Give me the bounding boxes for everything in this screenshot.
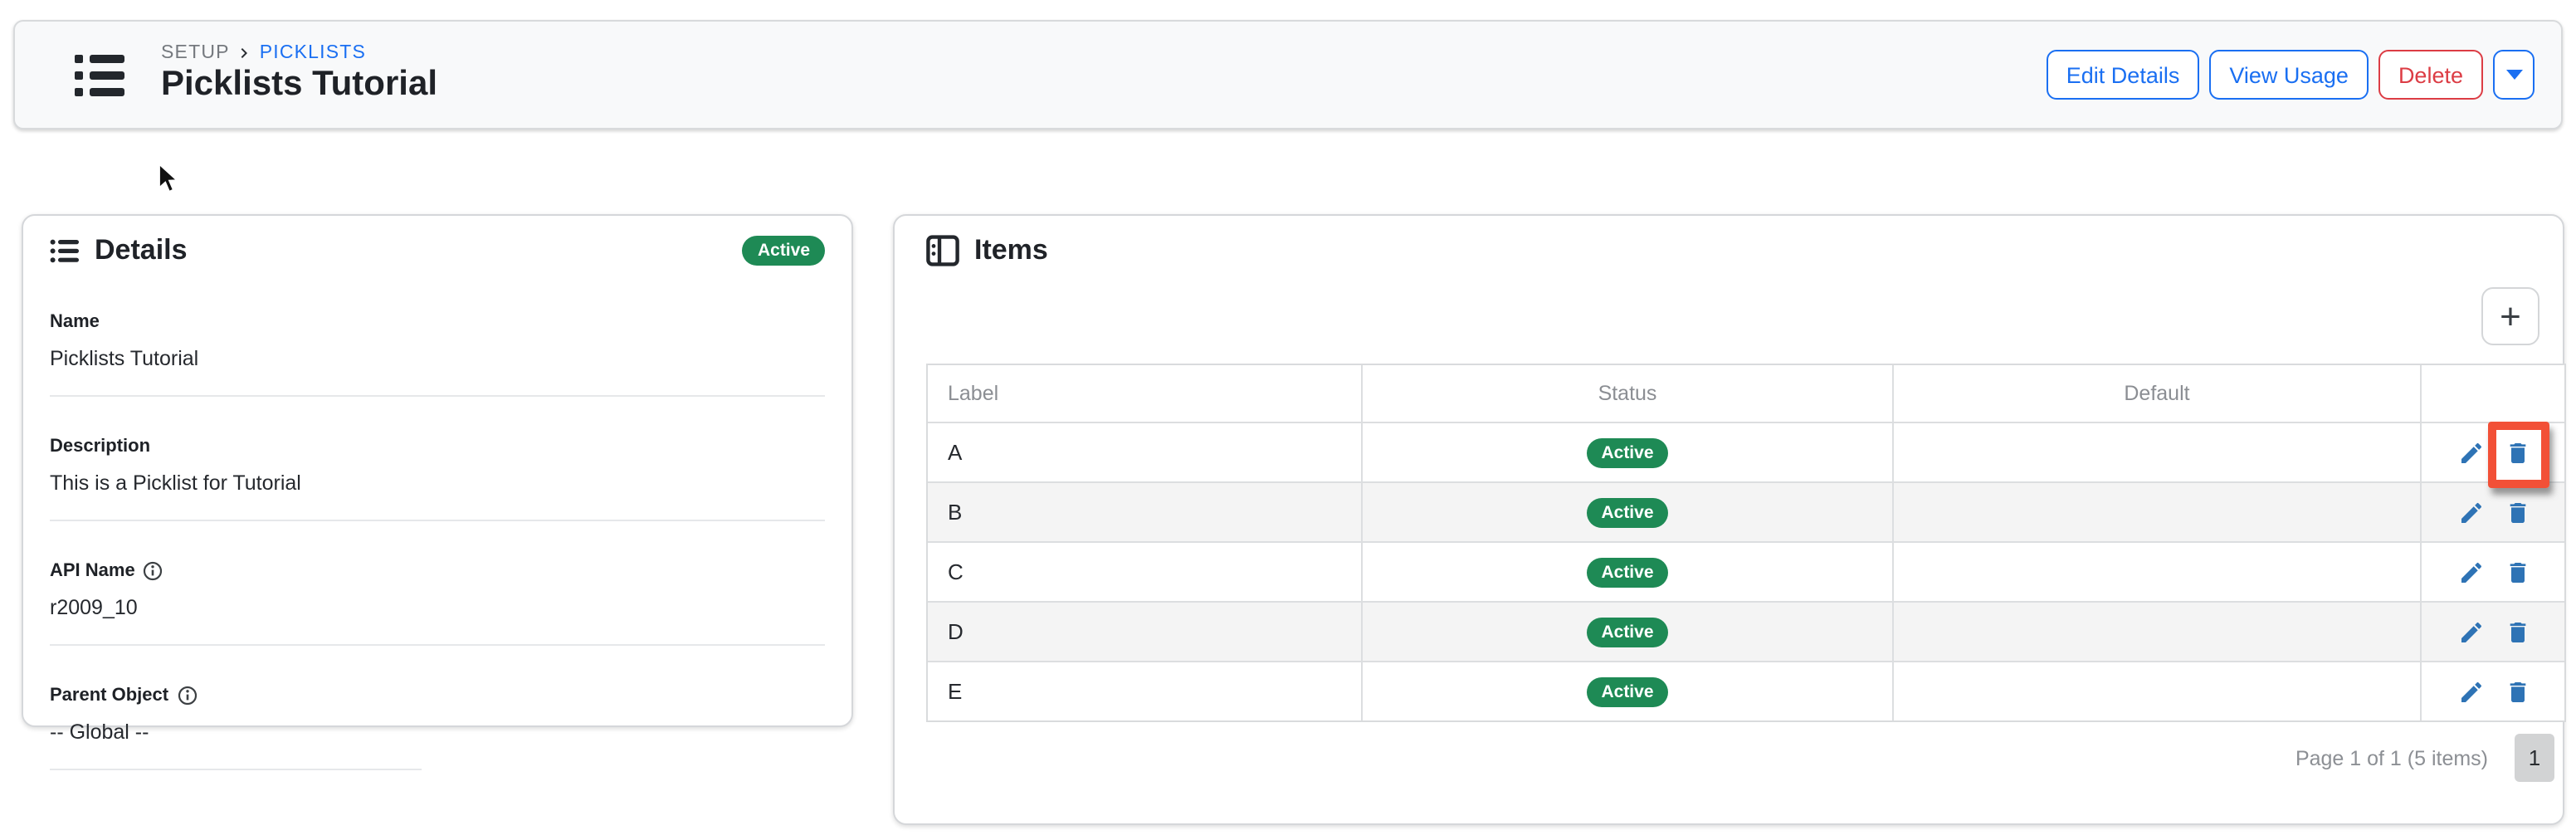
status-badge: Active bbox=[742, 236, 825, 266]
field-name-label: Name bbox=[50, 311, 100, 331]
edit-item-button[interactable] bbox=[2458, 618, 2485, 645]
divider bbox=[50, 644, 825, 646]
add-item-button[interactable]: + bbox=[2481, 287, 2539, 345]
divider bbox=[50, 520, 825, 521]
chevron-right-icon bbox=[235, 44, 255, 64]
field-description: Description This is a Picklist for Tutor… bbox=[50, 433, 825, 521]
items-card-title: Items bbox=[974, 234, 1048, 266]
default-cell bbox=[1894, 662, 2422, 720]
items-card-header: Items bbox=[895, 229, 2563, 272]
edit-item-button[interactable] bbox=[2458, 678, 2485, 705]
trash-icon bbox=[2510, 502, 2526, 522]
status-badge: Active bbox=[1586, 617, 1669, 647]
list-menu-icon[interactable] bbox=[75, 52, 124, 97]
field-parent-object: Parent Object -- Global -- bbox=[50, 682, 825, 770]
header-text-block: SETUP PICKLISTS Picklists Tutorial bbox=[161, 44, 437, 105]
field-name: Name Picklists Tutorial bbox=[50, 309, 825, 397]
delete-item-button[interactable] bbox=[2505, 499, 2531, 525]
divider bbox=[50, 395, 825, 397]
status-badge: Active bbox=[1586, 676, 1669, 706]
pencil-icon bbox=[2461, 442, 2482, 462]
edit-details-button[interactable]: Edit Details bbox=[2046, 50, 2200, 100]
default-cell bbox=[1894, 603, 2422, 661]
field-api-name-value: r2009_10 bbox=[50, 596, 138, 619]
row-label: D bbox=[948, 619, 964, 644]
page-title: Picklists Tutorial bbox=[161, 65, 437, 104]
view-usage-button[interactable]: View Usage bbox=[2209, 50, 2369, 100]
field-api-name: API Name r2009_10 bbox=[50, 558, 825, 646]
column-header-status: Status bbox=[1363, 365, 1894, 422]
table-header-row: Label Status Default bbox=[928, 365, 2564, 422]
status-badge: Active bbox=[1586, 497, 1669, 527]
column-header-actions bbox=[2422, 365, 2561, 422]
caret-down-icon bbox=[2505, 70, 2522, 80]
row-label: B bbox=[948, 500, 963, 525]
field-parent-object-label: Parent Object bbox=[50, 685, 169, 705]
info-icon[interactable] bbox=[144, 560, 163, 580]
mouse-cursor bbox=[158, 163, 179, 194]
details-card: Details Active Name Picklists Tutorial D… bbox=[22, 214, 853, 770]
field-description-value: This is a Picklist for Tutorial bbox=[50, 471, 301, 495]
edit-item-button[interactable] bbox=[2458, 559, 2485, 585]
items-table: Label Status Default A Active bbox=[926, 364, 2566, 722]
delete-item-button[interactable] bbox=[2505, 678, 2531, 705]
details-list-icon bbox=[50, 237, 80, 264]
field-api-name-label: API Name bbox=[50, 560, 135, 580]
status-badge: Active bbox=[1586, 437, 1669, 467]
divider bbox=[50, 769, 422, 770]
pagination-summary: Page 1 of 1 (5 items) bbox=[2295, 746, 2488, 769]
page-1-button[interactable]: 1 bbox=[2515, 734, 2554, 782]
status-badge: Active bbox=[1586, 557, 1669, 587]
table-layout-icon bbox=[926, 234, 959, 267]
default-cell bbox=[1894, 483, 2422, 541]
info-icon[interactable] bbox=[177, 685, 197, 705]
pencil-icon bbox=[2461, 681, 2482, 701]
breadcrumb: SETUP PICKLISTS bbox=[161, 44, 437, 64]
pencil-icon bbox=[2461, 561, 2482, 582]
header-actions: Edit Details View Usage Delete bbox=[2046, 50, 2535, 100]
trash-icon bbox=[2510, 562, 2526, 582]
items-card: Items + Label Status Default A Active bbox=[893, 214, 2566, 825]
row-label: E bbox=[948, 679, 963, 704]
table-row-d: D Active bbox=[928, 601, 2564, 661]
delete-item-button[interactable] bbox=[2505, 439, 2531, 466]
table-row-b: B Active bbox=[928, 481, 2564, 541]
field-parent-object-value: -- Global -- bbox=[50, 720, 149, 744]
default-cell bbox=[1894, 543, 2422, 601]
pencil-icon bbox=[2461, 621, 2482, 642]
delete-item-button[interactable] bbox=[2505, 559, 2531, 585]
edit-item-button[interactable] bbox=[2458, 499, 2485, 525]
edit-item-button[interactable] bbox=[2458, 439, 2485, 466]
column-header-default: Default bbox=[1894, 365, 2422, 422]
table-row-c: C Active bbox=[928, 541, 2564, 601]
trash-icon bbox=[2510, 622, 2526, 642]
pagination: Page 1 of 1 (5 items) 1 bbox=[2295, 734, 2554, 782]
row-label: C bbox=[948, 559, 964, 584]
field-name-value: Picklists Tutorial bbox=[50, 347, 199, 370]
plus-icon: + bbox=[2500, 295, 2521, 336]
table-row-e: E Active bbox=[928, 661, 2564, 720]
page-header: SETUP PICKLISTS Picklists Tutorial Edit … bbox=[13, 20, 2563, 129]
default-cell bbox=[1894, 423, 2422, 481]
delete-button[interactable]: Delete bbox=[2378, 50, 2483, 100]
column-header-label: Label bbox=[928, 365, 1363, 422]
details-card-title: Details bbox=[95, 234, 188, 266]
field-description-label: Description bbox=[50, 436, 151, 456]
trash-icon bbox=[2510, 442, 2526, 462]
breadcrumb-picklists[interactable]: PICKLISTS bbox=[259, 43, 367, 64]
details-card-header: Details Active bbox=[50, 229, 825, 272]
more-actions-dropdown-button[interactable] bbox=[2493, 50, 2535, 100]
delete-item-button[interactable] bbox=[2505, 618, 2531, 645]
trash-icon bbox=[2510, 681, 2526, 701]
pencil-icon bbox=[2461, 501, 2482, 522]
table-row-a: A Active bbox=[928, 421, 2564, 487]
breadcrumb-setup[interactable]: SETUP bbox=[161, 43, 230, 64]
row-label: A bbox=[948, 440, 963, 465]
